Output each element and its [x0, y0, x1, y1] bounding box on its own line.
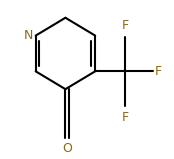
Text: F: F	[121, 19, 129, 32]
Text: N: N	[23, 29, 33, 42]
Text: F: F	[121, 111, 129, 124]
Text: F: F	[155, 65, 162, 78]
Text: O: O	[62, 142, 72, 155]
